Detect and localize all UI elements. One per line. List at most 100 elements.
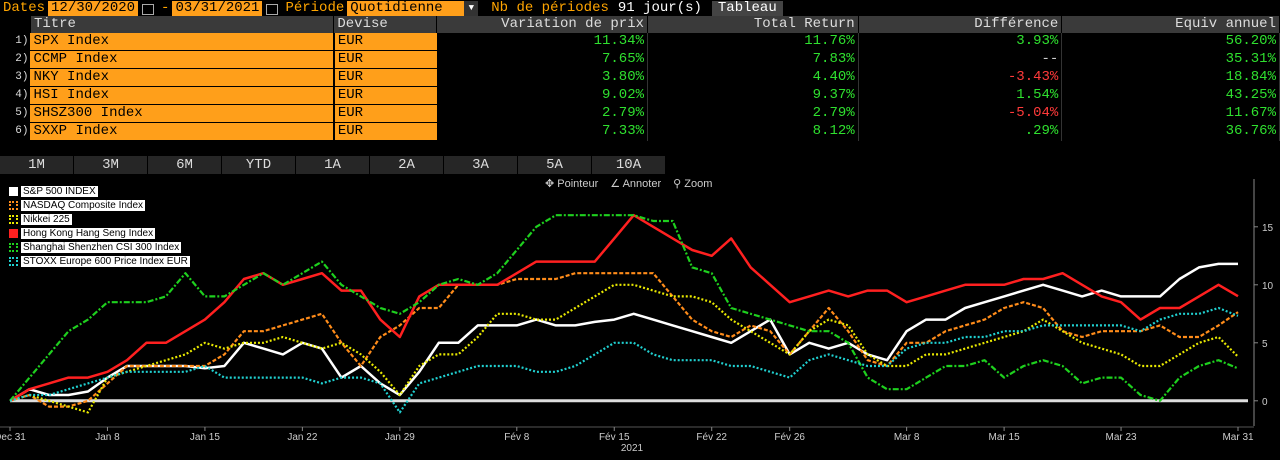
x-tick-label: Fév 26 — [774, 432, 805, 443]
magnifier-icon: ⚲ — [673, 178, 682, 190]
range-tab-1m[interactable]: 1M — [0, 156, 73, 174]
x-tick-label: Jan 8 — [95, 432, 120, 443]
x-tick-label: Mar 31 — [1222, 432, 1254, 443]
zoom-tool[interactable]: ⚲ Zoom — [673, 177, 712, 190]
end-date-field[interactable]: 03/31/2021 — [172, 0, 263, 16]
performance-chart[interactable]: 0 5 10 15 Dec 31 Jan 8 Jan 15 Jan 22 Jan 29 Fév 8… — [0, 174, 1280, 452]
row-total-return: 2.79% — [647, 104, 859, 123]
table-row[interactable]: 5) SHSZ300 Index EUR 2.79% 2.79% -5.04% 11.67% — [0, 104, 1280, 123]
legend-swatch — [9, 256, 18, 266]
row-currency: EUR — [333, 104, 437, 123]
row-title[interactable]: HSI Index — [30, 86, 335, 105]
y-tick-label: 10 — [1262, 281, 1274, 292]
range-tab-3m[interactable]: 3M — [74, 156, 147, 174]
x-tick-label: Dec 31 — [0, 432, 26, 443]
col-header-price-change[interactable]: Variation de prix — [436, 16, 648, 33]
row-currency: EUR — [333, 68, 437, 87]
row-price-change: 11.34% — [436, 33, 648, 51]
col-header-difference[interactable]: Différence — [858, 16, 1063, 33]
legend-item[interactable]: S&P 500 INDEX — [9, 184, 190, 198]
row-annual: 18.84% — [1061, 68, 1280, 87]
table-row[interactable]: 2) CCMP Index EUR 7.65% 7.83% -- 35.31% — [0, 50, 1280, 69]
range-tab-10a[interactable]: 10A — [592, 156, 665, 174]
range-tab-1a[interactable]: 1A — [296, 156, 369, 174]
row-title[interactable]: SXXP Index — [30, 122, 335, 141]
range-tab-ytd[interactable]: YTD — [222, 156, 295, 174]
row-annual: 35.31% — [1061, 50, 1280, 69]
legend-swatch — [9, 214, 18, 224]
row-title[interactable]: SPX Index — [30, 33, 335, 51]
x-tick-label: Jan 29 — [385, 432, 415, 443]
range-tab-2a[interactable]: 2A — [370, 156, 443, 174]
row-index: 4) — [15, 89, 29, 101]
table-row[interactable]: 6) SXXP Index EUR 7.33% 8.12% .29% 36.76% — [0, 122, 1280, 141]
legend-item[interactable]: STOXX Europe 600 Price Index EUR — [9, 254, 190, 268]
chart-toolbar: ✥ Pointeur ∠ Annoter ⚲ Zoom — [545, 177, 712, 190]
col-header-title[interactable]: Titre — [30, 16, 335, 33]
series-line — [9, 306, 1239, 414]
legend-swatch — [9, 228, 18, 238]
row-total-return: 9.37% — [647, 86, 859, 105]
table-row[interactable]: 3) NKY Index EUR 3.80% 4.40% -3.43% 18.84% — [0, 68, 1280, 87]
table-row[interactable]: 4) HSI Index EUR 9.02% 9.37% 1.54% 43.25% — [0, 86, 1280, 105]
col-header-currency[interactable]: Devise — [333, 16, 438, 33]
annotate-label: Annoter — [622, 178, 662, 190]
x-tick-label: Fév 8 — [504, 432, 529, 443]
period-select[interactable]: Quotidienne ▼ — [347, 0, 479, 16]
footer-strip — [0, 452, 1280, 460]
row-difference: 3.93% — [858, 33, 1063, 51]
row-title[interactable]: CCMP Index — [30, 50, 335, 69]
legend-item[interactable]: Hong Kong Hang Seng Index — [9, 226, 190, 240]
returns-table: Titre Devise Variation de prix Total Ret… — [0, 16, 1280, 141]
period-select-value: Quotidienne — [350, 0, 443, 16]
legend-label: Shanghai Shenzhen CSI 300 Index — [21, 241, 182, 253]
tableau-button[interactable]: Tableau — [711, 0, 783, 16]
x-tick-label: Mar 23 — [1105, 432, 1137, 443]
row-title[interactable]: SHSZ300 Index — [30, 104, 335, 123]
top-bar: Dates 12/30/2020 - 03/31/2021 Période Qu… — [0, 0, 1280, 16]
legend-swatch — [9, 242, 18, 252]
calendar-icon[interactable] — [266, 3, 279, 15]
legend-item[interactable]: Nikkei 225 — [9, 212, 190, 226]
legend-item[interactable]: Shanghai Shenzhen CSI 300 Index — [9, 240, 190, 254]
calendar-icon[interactable] — [142, 3, 155, 15]
row-index: 2) — [15, 53, 29, 65]
row-total-return: 4.40% — [647, 68, 859, 87]
col-header-total-return[interactable]: Total Return — [647, 16, 859, 33]
zoom-label: Zoom — [684, 178, 713, 190]
row-currency: EUR — [333, 122, 437, 141]
row-currency: EUR — [333, 86, 437, 105]
row-difference: 1.54% — [858, 86, 1063, 105]
y-tick-label: 0 — [1262, 397, 1268, 408]
series-line — [9, 283, 1239, 414]
row-index: 6) — [15, 125, 29, 137]
row-total-return: 8.12% — [647, 122, 859, 141]
col-header-annual[interactable]: Equiv annuel — [1061, 16, 1280, 33]
row-index: 1) — [15, 35, 29, 48]
x-tick-label: Fév 22 — [696, 432, 727, 443]
pointer-tool[interactable]: ✥ Pointeur — [545, 178, 599, 190]
legend-label: Nikkei 225 — [21, 213, 72, 225]
row-annual: 43.25% — [1061, 86, 1280, 105]
pointer-label: Pointeur — [557, 178, 599, 190]
row-annual: 56.20% — [1061, 33, 1280, 51]
chevron-down-icon[interactable]: ▼ — [464, 0, 479, 16]
row-price-change: 9.02% — [436, 86, 648, 105]
legend-label: STOXX Europe 600 Price Index EUR — [21, 255, 190, 267]
start-date-field[interactable]: 12/30/2020 — [48, 0, 139, 16]
row-difference: -- — [858, 50, 1063, 69]
row-price-change: 3.80% — [436, 68, 648, 87]
series-line — [9, 213, 1239, 402]
annotate-tool[interactable]: ∠ Annoter — [610, 178, 662, 190]
legend-item[interactable]: NASDAQ Composite Index — [9, 198, 190, 212]
row-title[interactable]: NKY Index — [30, 68, 335, 87]
index-header — [0, 16, 31, 33]
range-tab-3a[interactable]: 3A — [444, 156, 517, 174]
range-tab-5a[interactable]: 5A — [518, 156, 591, 174]
x-tick-label: Jan 22 — [287, 432, 317, 443]
table-row[interactable]: 1) SPX Index EUR 11.34% 11.76% 3.93% 56.20% — [0, 33, 1280, 51]
range-tab-6m[interactable]: 6M — [148, 156, 221, 174]
nb-periods-label: Nb de périodes — [491, 0, 609, 16]
row-difference: -3.43% — [858, 68, 1063, 87]
row-price-change: 2.79% — [436, 104, 648, 123]
